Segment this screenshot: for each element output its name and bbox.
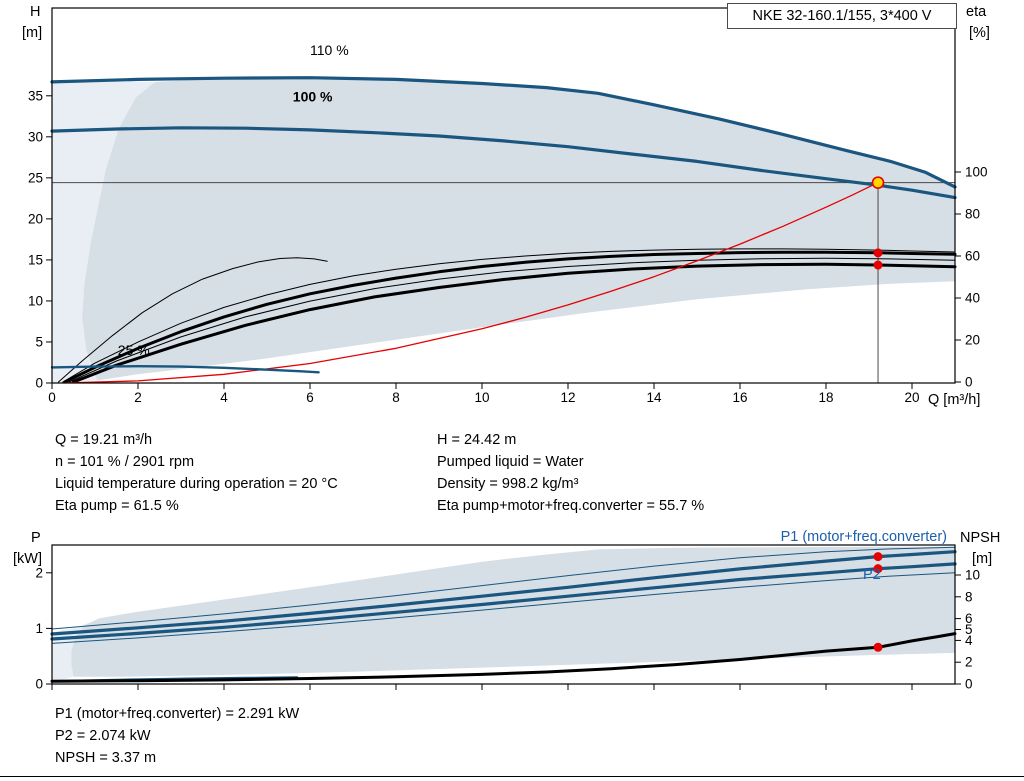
y-tick-label: 10	[28, 293, 43, 308]
y2-tick-label: 0	[965, 677, 973, 692]
y2-tick-label: 0	[965, 375, 973, 390]
eta-thin-mid	[68, 257, 956, 383]
speed-25-curve	[50, 365, 320, 374]
duty-info-right: H = 24.42 m Pumped liquid = Water Densit…	[437, 429, 704, 517]
result-info: P1 (motor+freq.converter) = 2.291 kW P2 …	[55, 703, 299, 769]
x-tick-label: 10	[474, 390, 489, 405]
y-tick-label: 35	[28, 88, 43, 103]
x-tick-label: 8	[392, 390, 400, 405]
info-line-liquid: Pumped liquid = Water	[437, 454, 584, 470]
x-tick-label: 20	[904, 390, 919, 405]
p-thin-high	[51, 546, 956, 630]
y2-tick-label: 6	[965, 611, 973, 626]
x-tick-label: 14	[646, 390, 662, 405]
p2-curve-label: P2	[863, 567, 881, 583]
x-tick-label: 0	[48, 390, 56, 405]
qh-frame	[51, 7, 956, 384]
y2-tick-label: 5	[965, 622, 973, 637]
speed-100-curve	[50, 126, 957, 200]
npsh-curve	[50, 632, 957, 683]
y-tick-label: 0	[35, 677, 43, 692]
info-line-density: Density = 998.2 kg/m³	[437, 476, 579, 492]
npsh-axis-unit: [m]	[972, 551, 993, 567]
y-tick-label: 5	[35, 334, 43, 349]
y-tick-label: 0	[35, 376, 43, 391]
info-line-n: n = 101 % / 2901 rpm	[55, 454, 195, 470]
x-tick-label: 4	[220, 390, 228, 405]
speed-110-curve	[50, 76, 957, 189]
footer-rule	[0, 776, 1024, 777]
p-thin-low	[51, 572, 956, 644]
y2-tick-label: 2	[965, 655, 973, 670]
eta-axis-unit: [%]	[969, 25, 990, 41]
info-line-npsh: NPSH = 3.37 m	[55, 750, 157, 766]
npsh-axis-symbol: NPSH	[960, 530, 1001, 546]
x-tick-label: 16	[732, 390, 747, 405]
info-line-eta-total: Eta pump+motor+freq.converter = 55.7 %	[437, 498, 705, 514]
p1-curve-label: P1 (motor+freq.converter)	[780, 529, 947, 545]
x-tick-label: 2	[134, 390, 142, 405]
eta-pump-curve	[63, 250, 957, 384]
info-line-q: Q = 19.21 m³/h	[55, 432, 153, 448]
y-tick-label: 20	[28, 211, 43, 226]
y2-tick-label: 100	[965, 165, 988, 180]
info-line-h: H = 24.42 m	[437, 432, 517, 448]
info-line-p2: P2 = 2.074 kW	[55, 728, 151, 744]
q-axis-label: Q [m³/h]	[928, 392, 981, 408]
y2-tick-label: 10	[965, 568, 980, 583]
y2-tick-label: 40	[965, 291, 980, 306]
eta-total-curve	[72, 262, 957, 384]
y-tick-label: 15	[28, 252, 43, 267]
operating-value-dot	[873, 260, 883, 270]
operating-value-dot	[873, 642, 883, 652]
y2-tick-label: 60	[965, 249, 980, 264]
operating-value-dot	[873, 552, 883, 562]
duty-info-left: Q = 19.21 m³/h n = 101 % / 2901 rpm Liqu…	[55, 429, 338, 517]
info-line-p1: P1 (motor+freq.converter) = 2.291 kW	[55, 706, 300, 722]
x-tick-label: 18	[818, 390, 833, 405]
y2-tick-label: 80	[965, 207, 980, 222]
h-axis-unit: [m]	[22, 25, 43, 41]
info-line-eta: Eta pump = 61.5 %	[55, 498, 179, 514]
info-line-temp: Liquid temperature during operation = 20…	[55, 476, 338, 492]
speed-label: 110 %	[310, 42, 349, 58]
operating-envelope	[82, 77, 956, 381]
p-axis-symbol: P	[31, 530, 41, 546]
x-tick-label: 6	[306, 390, 314, 405]
speed-label: 100 %	[293, 89, 333, 105]
y-tick-label: 2	[35, 565, 43, 580]
speed-label: 25 %	[118, 342, 150, 358]
y-tick-label: 25	[28, 170, 43, 185]
duty-point-marker[interactable]	[871, 176, 885, 189]
operating-value-dot	[873, 564, 883, 574]
eta-thin-small	[58, 257, 328, 383]
eta-thin-high	[62, 248, 956, 383]
y-tick-label: 30	[28, 129, 43, 144]
y2-tick-label: 8	[965, 589, 973, 604]
y2-tick-label: 4	[965, 633, 973, 648]
power-envelope	[71, 546, 956, 677]
p-axis-unit: [kW]	[13, 551, 42, 567]
pw-frame	[51, 544, 956, 685]
y2-tick-label: 20	[965, 333, 980, 348]
h-axis-symbol: H	[30, 4, 41, 20]
pump-type-title: NKE 32-160.1/155, 3*400 V	[727, 3, 957, 29]
y-tick-label: 1	[35, 621, 43, 636]
eta-axis-symbol: eta	[966, 4, 987, 20]
operating-value-dot	[873, 248, 883, 258]
operating-envelope-light	[52, 81, 156, 383]
x-tick-label: 12	[560, 390, 575, 405]
